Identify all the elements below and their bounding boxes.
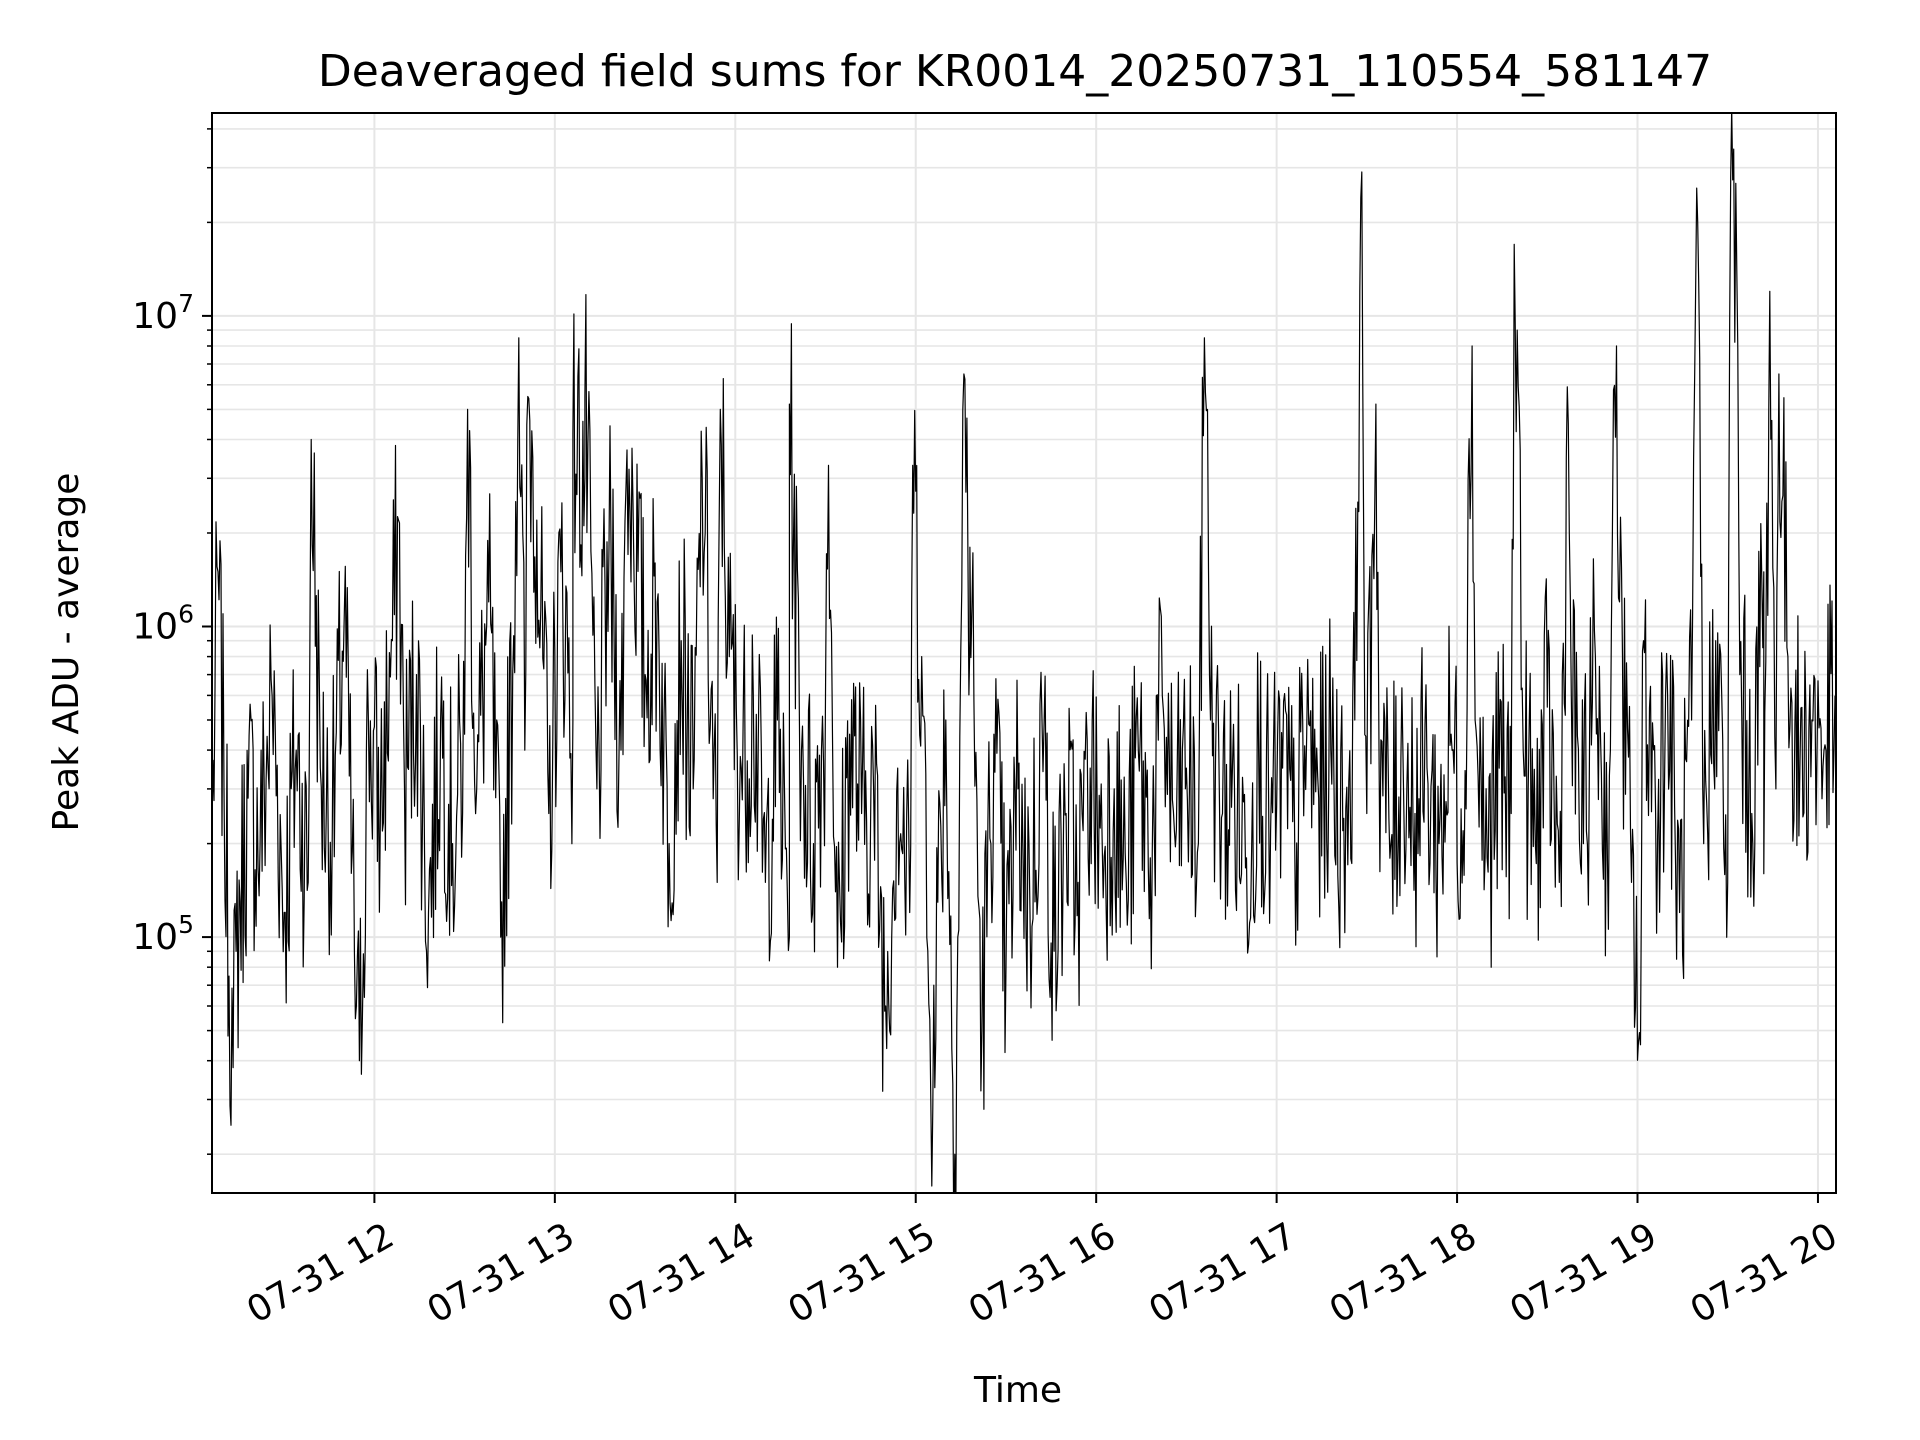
y-axis-label: Peak ADU - average	[46, 473, 87, 832]
y-tick-label: 105	[132, 910, 194, 958]
axes-frame	[211, 112, 1837, 1194]
plot-area	[212, 113, 1836, 1193]
y-axis: 105 106 107	[132, 128, 212, 1155]
x-axis-label: Time	[973, 1370, 1062, 1411]
series-line	[212, 113, 1836, 1193]
chart-title: Deaveraged field sums for KR0014_2025073…	[318, 46, 1712, 97]
y-tick-label: 106	[132, 599, 194, 647]
y-tick-label: 107	[132, 289, 194, 337]
